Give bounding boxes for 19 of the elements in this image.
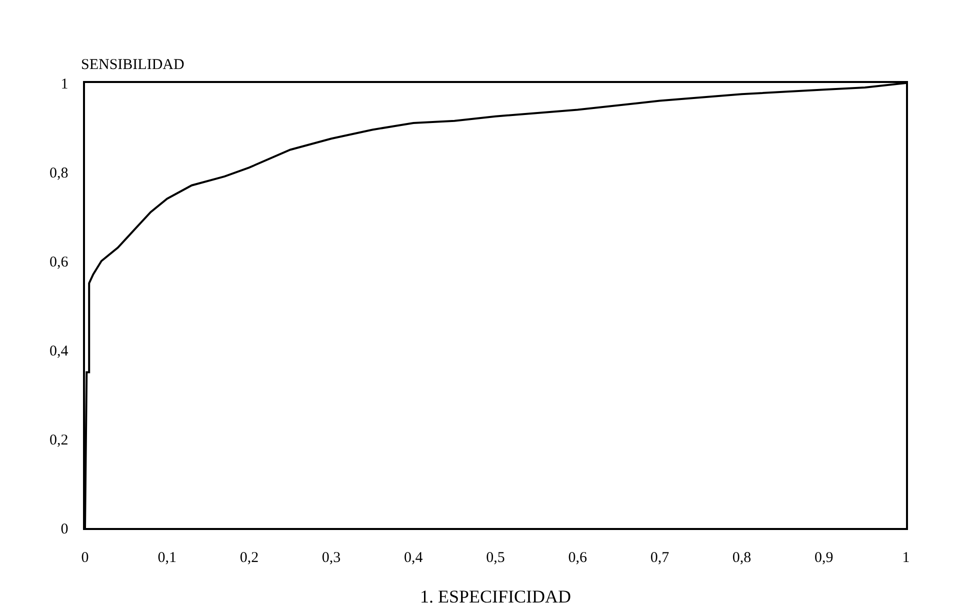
y-axis-title: SENSIBILIDAD — [81, 57, 184, 73]
x-tick-label: 1 — [902, 550, 910, 566]
x-tick-label: 0,6 — [568, 550, 588, 566]
x-tick-label: 0,3 — [322, 550, 341, 566]
x-tick-label: 0,4 — [404, 550, 424, 566]
x-tick-label: 0,9 — [814, 550, 834, 566]
x-tick-label: 0 — [81, 550, 89, 566]
x-axis-title: 1. ESPECIFICIDAD — [420, 586, 572, 606]
x-tick-label: 0,8 — [732, 550, 752, 566]
y-tick-label: 0 — [60, 521, 68, 538]
y-tick-label: 0,2 — [50, 432, 68, 448]
y-tick-label: 1 — [60, 76, 68, 92]
x-tick-label: 0,5 — [486, 550, 505, 566]
x-tick-label: 0,1 — [158, 550, 176, 566]
y-tick-label: 0,4 — [50, 343, 69, 360]
y-tick-label: 0,6 — [50, 254, 69, 270]
y-tick-label: 0,8 — [50, 165, 68, 182]
x-tick-label: 0,7 — [650, 550, 670, 566]
x-tick-label: 0,2 — [240, 550, 259, 566]
